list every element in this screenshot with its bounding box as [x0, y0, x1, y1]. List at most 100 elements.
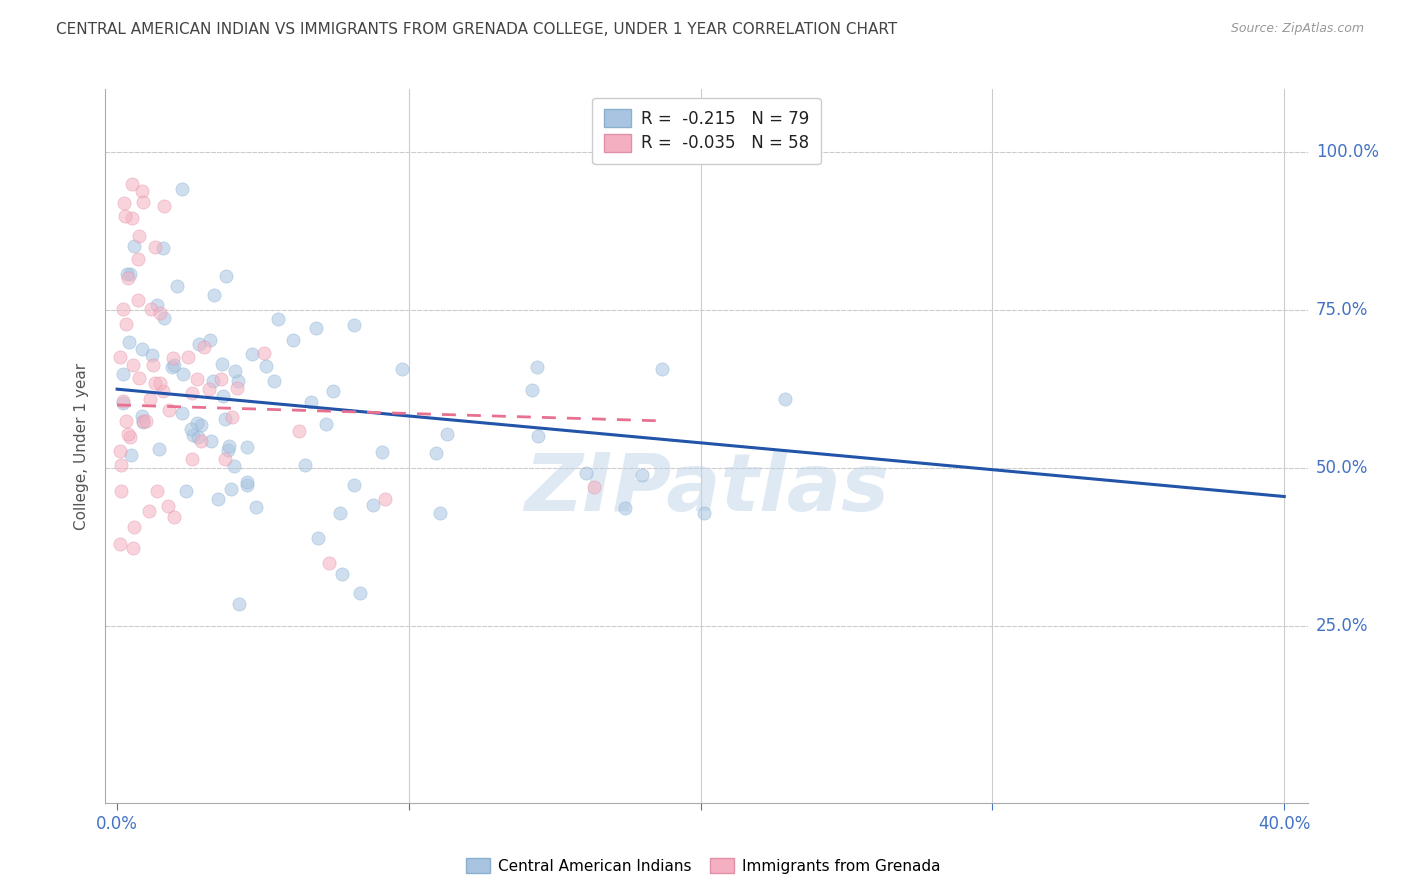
- Point: [142, 358, 165, 372]
- Point: [425, 446, 447, 460]
- Point: [236, 478, 259, 492]
- Point: [187, 430, 209, 444]
- Point: [371, 445, 394, 459]
- Point: [204, 288, 226, 302]
- Point: [118, 335, 141, 350]
- Point: [209, 372, 232, 386]
- Point: [108, 350, 131, 364]
- Point: [217, 442, 239, 457]
- Point: [120, 267, 142, 281]
- Legend: Central American Indians, Immigrants from Grenada: Central American Indians, Immigrants fro…: [460, 852, 946, 880]
- Point: [436, 427, 458, 442]
- Point: [121, 177, 143, 191]
- Point: [114, 317, 136, 331]
- Point: [128, 228, 150, 243]
- Point: [149, 306, 172, 320]
- Point: [143, 240, 166, 254]
- Point: [211, 389, 233, 403]
- Point: [186, 372, 208, 386]
- Point: [153, 199, 176, 213]
- Point: [198, 383, 221, 397]
- Point: [218, 439, 240, 453]
- Point: [252, 346, 274, 360]
- Point: [322, 384, 344, 398]
- Point: [166, 278, 188, 293]
- Point: [117, 271, 139, 285]
- Point: [202, 374, 225, 388]
- Point: [112, 302, 135, 317]
- Legend: R =  -0.215   N = 79, R =  -0.035   N = 58: R = -0.215 N = 79, R = -0.035 N = 58: [592, 97, 821, 164]
- Point: [146, 484, 169, 499]
- Point: [200, 434, 222, 448]
- Point: [190, 418, 212, 433]
- Point: [228, 374, 250, 388]
- Point: [651, 361, 673, 376]
- Point: [288, 424, 311, 438]
- Point: [330, 566, 353, 581]
- Point: [132, 415, 155, 429]
- Point: [146, 298, 169, 312]
- Point: [429, 507, 451, 521]
- Point: [181, 386, 204, 401]
- Point: [172, 368, 194, 382]
- Y-axis label: College, Under 1 year: College, Under 1 year: [75, 362, 90, 530]
- Point: [152, 241, 174, 255]
- Point: [236, 475, 259, 489]
- Point: [267, 312, 290, 326]
- Text: CENTRAL AMERICAN INDIAN VS IMMIGRANTS FROM GRENADA COLLEGE, UNDER 1 YEAR CORRELA: CENTRAL AMERICAN INDIAN VS IMMIGRANTS FR…: [56, 22, 897, 37]
- Point: [222, 458, 245, 473]
- Point: [131, 184, 153, 198]
- Point: [149, 376, 172, 390]
- Point: [693, 507, 716, 521]
- Point: [520, 384, 543, 398]
- Point: [141, 348, 163, 362]
- Point: [114, 209, 136, 223]
- Point: [122, 541, 145, 555]
- Point: [122, 358, 145, 372]
- Point: [162, 351, 184, 365]
- Point: [139, 392, 162, 406]
- Point: [160, 360, 183, 375]
- Point: [122, 239, 145, 253]
- Point: [148, 442, 170, 456]
- Point: [124, 520, 146, 534]
- Point: [112, 394, 135, 409]
- Text: 25.0%: 25.0%: [1316, 617, 1368, 635]
- Point: [135, 414, 157, 428]
- Point: [180, 452, 202, 467]
- Point: [214, 412, 236, 426]
- Point: [157, 402, 180, 417]
- Point: [132, 195, 155, 210]
- Point: [117, 427, 139, 442]
- Point: [110, 458, 132, 473]
- Point: [211, 357, 233, 371]
- Point: [156, 499, 179, 513]
- Point: [307, 532, 329, 546]
- Point: [174, 484, 197, 499]
- Point: [127, 293, 149, 307]
- Point: [187, 336, 209, 351]
- Point: [228, 598, 250, 612]
- Point: [631, 468, 654, 483]
- Point: [226, 381, 249, 395]
- Point: [305, 321, 328, 335]
- Point: [242, 347, 264, 361]
- Point: [163, 359, 186, 373]
- Point: [245, 500, 267, 514]
- Point: [200, 334, 222, 348]
- Point: [614, 501, 637, 516]
- Point: [294, 458, 316, 472]
- Point: [575, 467, 598, 481]
- Point: [299, 395, 322, 409]
- Point: [315, 417, 337, 432]
- Point: [170, 182, 193, 196]
- Point: [374, 492, 396, 507]
- Point: [120, 449, 142, 463]
- Text: Source: ZipAtlas.com: Source: ZipAtlas.com: [1230, 22, 1364, 36]
- Text: 100.0%: 100.0%: [1316, 144, 1379, 161]
- Point: [141, 301, 163, 316]
- Point: [138, 504, 160, 518]
- Point: [111, 368, 134, 382]
- Point: [207, 491, 229, 506]
- Point: [153, 311, 176, 326]
